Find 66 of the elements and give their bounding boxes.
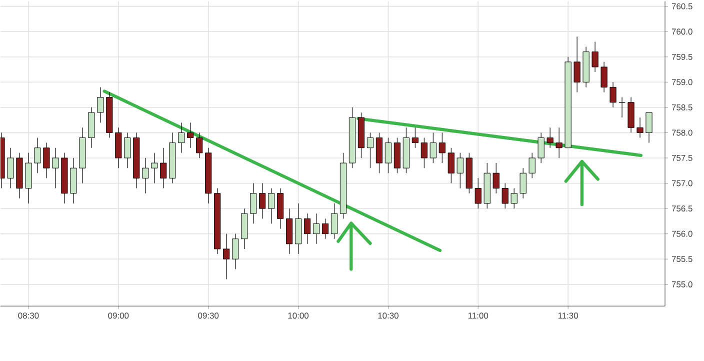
y-tick-label: 760.0 bbox=[672, 28, 692, 35]
candlestick bbox=[258, 182, 266, 219]
candlestick bbox=[196, 132, 203, 158]
y-tick-label: 759.0 bbox=[672, 79, 692, 86]
candlestick bbox=[330, 203, 338, 240]
candlestick bbox=[538, 132, 544, 164]
candlestick bbox=[618, 96, 626, 118]
y-tick-label: 757.5 bbox=[672, 154, 692, 161]
candlestick bbox=[636, 117, 644, 138]
candlestick bbox=[546, 127, 554, 148]
x-tick-label: 08:30 bbox=[18, 312, 39, 319]
y-tick-label: 756.0 bbox=[672, 230, 692, 237]
y-tick-label: 758.0 bbox=[672, 130, 692, 136]
x-tick-label: 10:00 bbox=[288, 312, 309, 319]
candlestick bbox=[474, 178, 482, 209]
candlestick bbox=[160, 148, 167, 189]
candlestick bbox=[502, 182, 508, 209]
y-tick-label: 755.5 bbox=[672, 256, 692, 262]
x-tick-label: 11:00 bbox=[468, 312, 488, 319]
x-tick-label: 11:30 bbox=[558, 312, 578, 319]
candlestick bbox=[556, 127, 562, 158]
candlestick bbox=[384, 137, 392, 174]
candlestick bbox=[223, 233, 230, 280]
y-tick-label: 760.5 bbox=[672, 3, 692, 10]
candlestick bbox=[178, 122, 185, 154]
candlestick bbox=[232, 233, 239, 270]
candlestick bbox=[322, 218, 329, 240]
y-tick-label: 758.5 bbox=[672, 104, 692, 110]
candlestick bbox=[97, 86, 104, 123]
candlestick bbox=[250, 182, 257, 224]
candlestick bbox=[52, 148, 59, 189]
candlestick bbox=[456, 152, 464, 189]
candlestick bbox=[430, 132, 436, 164]
candlestick bbox=[592, 41, 598, 72]
candlestick bbox=[528, 152, 536, 178]
x-tick-label: 09:30 bbox=[198, 312, 219, 319]
candlestick bbox=[420, 137, 428, 168]
candlestick bbox=[438, 132, 446, 164]
candlestick bbox=[304, 213, 311, 244]
candlestick bbox=[610, 82, 616, 108]
line-series bbox=[336, 222, 372, 271]
y-tick-label: 755.0 bbox=[672, 281, 692, 288]
y-tick-label: 759.5 bbox=[672, 54, 692, 60]
candlestick bbox=[366, 132, 374, 168]
candlestick bbox=[43, 142, 50, 178]
candlestick bbox=[510, 188, 518, 209]
candlestick bbox=[34, 137, 41, 174]
candlestick bbox=[448, 148, 454, 184]
candlestick bbox=[268, 188, 275, 224]
candlestick bbox=[187, 122, 194, 148]
candlestick bbox=[142, 158, 149, 194]
candlestick bbox=[520, 168, 526, 199]
y-tick-label: 756.5 bbox=[672, 206, 692, 212]
line-series bbox=[564, 160, 600, 206]
candlestick bbox=[600, 62, 608, 93]
candlestick bbox=[7, 148, 14, 189]
candlestick bbox=[151, 152, 158, 184]
x-tick-label: 09:00 bbox=[108, 312, 129, 319]
candlestick bbox=[412, 127, 418, 148]
candlestick bbox=[124, 132, 131, 168]
candlestick bbox=[646, 112, 652, 144]
x-tick-label: 10:30 bbox=[378, 312, 398, 319]
candlestick bbox=[574, 36, 580, 93]
y-tick-label: 757.0 bbox=[672, 180, 692, 186]
candlestick bbox=[312, 213, 320, 244]
candlestick bbox=[492, 162, 500, 194]
